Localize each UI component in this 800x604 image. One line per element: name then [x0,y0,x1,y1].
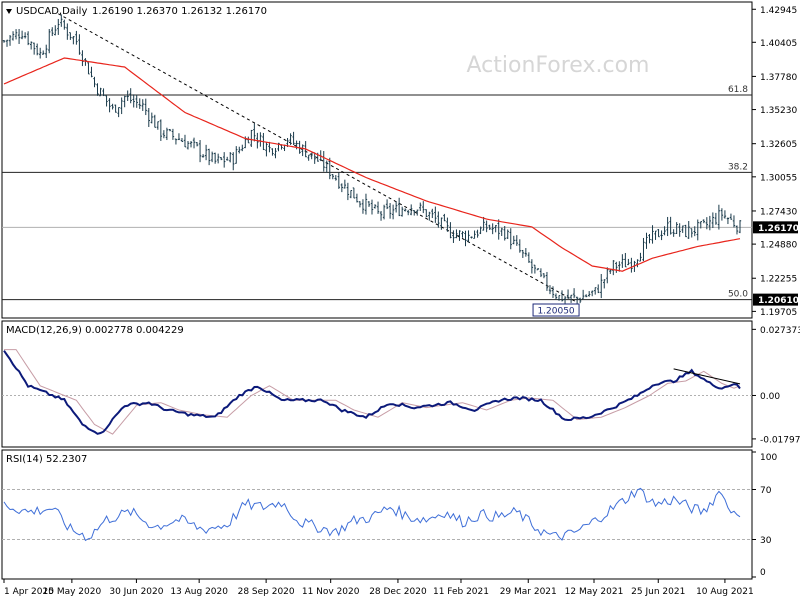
price-tick-label: 1.19705 [760,308,797,318]
rsi-panel [1,449,753,580]
price-tick-label: 1.27430 [760,207,797,217]
price-tick-label: 1.37780 [760,73,797,83]
x-tick-label: 11 Feb 2021 [433,587,489,597]
x-tick-label: 28 Sep 2020 [238,587,295,597]
macd-tick-label: 0.027373 [760,326,800,336]
fib-level-label: 50.0 [728,290,748,300]
rsi-tick-label: 70 [760,486,772,496]
moving-average-line [3,57,741,272]
fib-level-label: 61.8 [728,85,748,95]
x-tick-label: 25 Jun 2021 [631,587,685,597]
current-price-label: 1.26170 [758,224,799,234]
x-tick-label: 13 Aug 2020 [170,587,228,597]
current-price-box [753,221,798,234]
macd-divergence-line [673,368,741,385]
watermark: ActionForex.com [467,53,650,78]
dropdown-triangle-icon[interactable] [6,9,12,14]
low-price-label: 1.20050 [537,307,574,317]
price-tick-label: 1.22255 [760,275,797,285]
x-tick-label: 10 Aug 2021 [696,587,754,597]
macd-tick-label: -0.017976 [760,435,800,445]
x-tick-label: 28 Dec 2020 [369,587,427,597]
price-tick-label: 1.40405 [760,39,797,49]
price-tick-label: 1.32605 [760,140,797,150]
x-tick-label: 15 May 2020 [43,587,102,597]
macd-panel-title: MACD(12,26,9) 0.002778 0.004229 [6,325,184,336]
price-tick-label: 1.35230 [760,106,797,116]
x-tick-label: 1 Apr 2020 [4,587,54,597]
ohlc-readout: 1.26190 1.26370 1.26132 1.26170 [92,6,267,17]
price-panel-title: USDCAD,Daily [16,6,87,17]
rsi-tick-label: 0 [760,568,766,578]
macd-tick-label: 0.00 [760,392,780,402]
x-tick-label: 30 Jun 2020 [109,587,163,597]
x-tick-label: 29 Mar 2021 [500,587,557,597]
rsi-line [3,487,741,542]
price-tick-label: 1.30055 [760,173,797,183]
macd-panel [1,320,753,448]
macd-main-line [3,350,741,435]
level-price-box [753,293,798,306]
x-tick-label: 11 Nov 2020 [302,587,360,597]
low-price-box [532,303,580,317]
x-tick-label: 12 May 2021 [565,587,624,597]
rsi-tick-label: 100 [760,453,777,463]
price-tick-label: 1.42945 [760,6,797,16]
fib-level-label: 38.2 [728,162,748,172]
rsi-panel-title: RSI(14) 52.2307 [6,454,87,465]
level-price-label: 1.20610 [758,296,799,306]
rsi-tick-label: 30 [760,536,772,546]
price-tick-label: 1.24880 [760,241,797,251]
price-panel [1,1,753,319]
